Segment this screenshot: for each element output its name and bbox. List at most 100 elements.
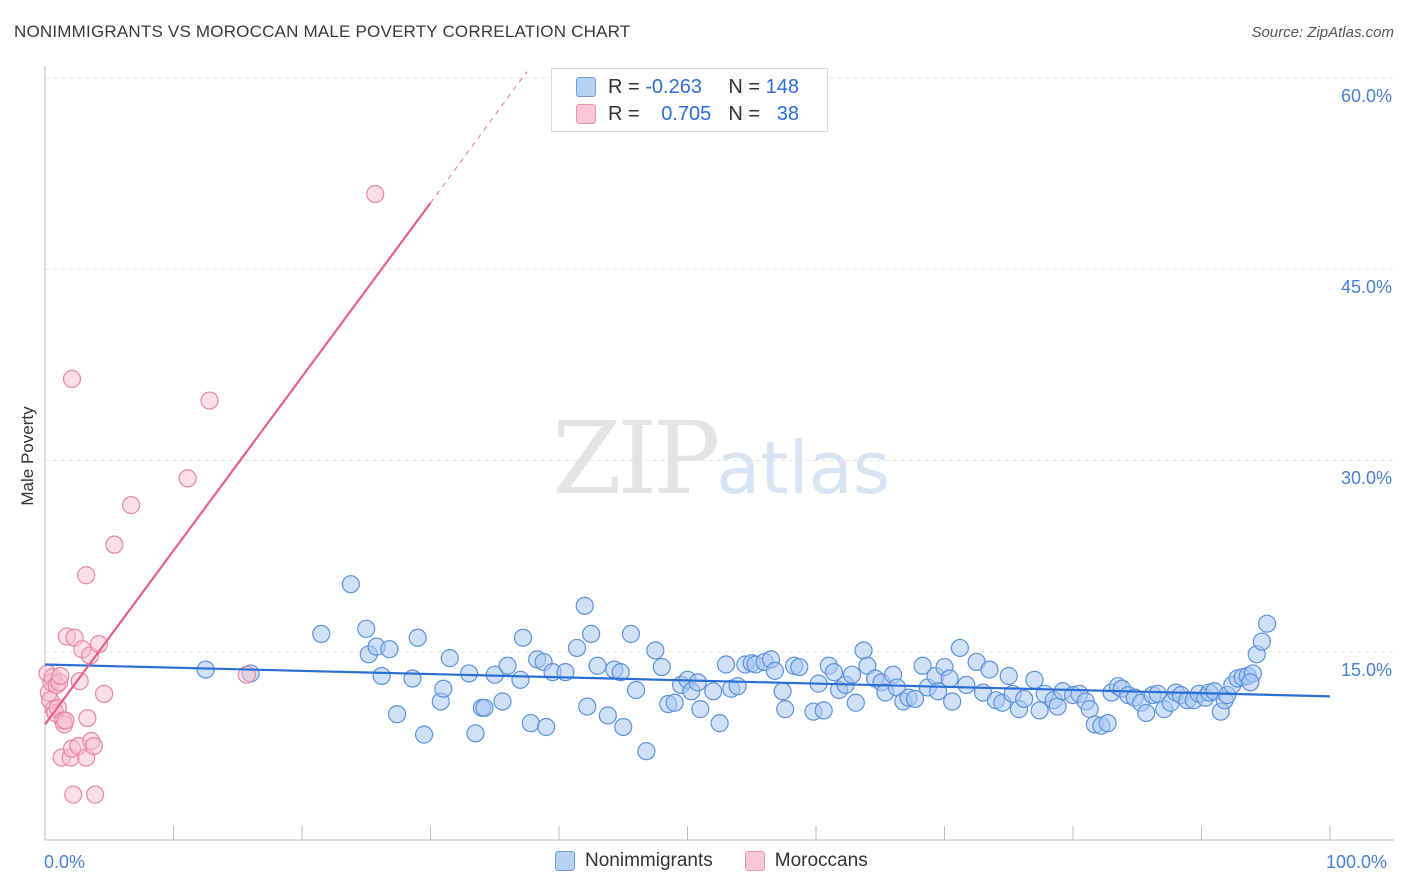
moroccans-point xyxy=(51,666,70,686)
legend-r-value: 0.705 xyxy=(661,102,712,125)
nonimmigrants-point xyxy=(773,682,792,701)
nonimmigrants-point xyxy=(567,638,587,658)
series-legend: Nonimmigrants Moroccans xyxy=(555,850,868,872)
nonimmigrants-point xyxy=(1030,701,1049,720)
moroccans-point xyxy=(84,736,103,756)
moroccans-point xyxy=(105,535,124,554)
nonimmigrants-point xyxy=(1098,714,1117,733)
legend-n-value: 38 xyxy=(776,102,799,125)
legend-row-nonimmigrants: R = -0.263 N = 148 xyxy=(576,75,799,99)
nonimmigrants-point xyxy=(950,638,970,658)
legend-swatch-moroccans xyxy=(744,851,765,871)
nonimmigrants-point xyxy=(716,655,736,674)
nonimmigrants-point xyxy=(824,663,844,682)
legend-swatch-pink xyxy=(576,104,596,124)
nonimmigrants-point xyxy=(578,697,597,716)
nonimmigrants-point xyxy=(434,679,453,698)
nonimmigrants-point xyxy=(588,656,607,675)
nonimmigrants-point xyxy=(999,666,1018,686)
nonimmigrants-point xyxy=(341,575,360,594)
nonimmigrants-point xyxy=(1025,670,1044,689)
legend-label-moroccans: Moroccans xyxy=(774,850,868,871)
moroccans-point xyxy=(56,711,75,730)
legend-n-label: N = xyxy=(728,102,761,125)
nonimmigrants-point xyxy=(1148,684,1167,703)
nonimmigrants-point xyxy=(905,689,925,709)
nonimmigrants-point xyxy=(846,693,865,712)
nonimmigrants-point xyxy=(459,664,479,683)
nonimmigrants-point xyxy=(582,624,601,644)
nonimmigrants-point xyxy=(776,700,795,719)
chart-title: NONIMMIGRANTS VS MOROCCAN MALE POVERTY C… xyxy=(14,22,631,41)
nonimmigrants-point xyxy=(814,701,833,720)
nonimmigrants-point xyxy=(440,649,459,668)
legend-row-moroccans: R = 0.705 N = 38 xyxy=(576,102,799,126)
legend-n-value: 148 xyxy=(765,75,799,98)
y-tick-60: 60.0% xyxy=(1340,86,1392,106)
nonimmigrants-point xyxy=(408,628,427,647)
moroccans-trendline xyxy=(44,202,432,726)
moroccans-point xyxy=(77,566,96,585)
nonimmigrants-point xyxy=(498,656,517,675)
nonimmigrants-point xyxy=(943,692,962,711)
moroccans-point xyxy=(366,184,385,204)
legend-n-label: N = xyxy=(728,75,761,98)
nonimmigrants-point xyxy=(626,680,646,700)
nonimmigrants-point xyxy=(637,742,656,761)
moroccans-point xyxy=(200,391,219,410)
nonimmigrants-point xyxy=(621,624,641,644)
nonimmigrants-point xyxy=(1252,632,1271,651)
nonimmigrants-trendline xyxy=(44,663,1331,698)
nonimmigrants-point xyxy=(913,656,932,675)
nonimmigrants-point xyxy=(1257,614,1277,633)
nonimmigrants-point xyxy=(513,628,533,647)
source-label: Source: ZipAtlas.com xyxy=(1251,24,1394,41)
moroccans-point xyxy=(95,684,114,703)
moroccans-point xyxy=(78,708,97,728)
nonimmigrants-point xyxy=(665,693,684,712)
nonimmigrants-point xyxy=(493,692,512,711)
nonimmigrants-point xyxy=(372,666,391,686)
nonimmigrants-point xyxy=(1048,697,1067,716)
nonimmigrants-point xyxy=(940,669,959,688)
moroccans-point xyxy=(121,496,141,515)
watermark-zip: ZIP xyxy=(552,400,720,517)
nonimmigrants-point xyxy=(466,724,485,743)
watermark-atlas: atlas xyxy=(716,426,891,510)
nonimmigrants-point xyxy=(710,714,729,733)
nonimmigrants-point xyxy=(357,619,376,638)
moroccans-point xyxy=(64,785,83,804)
y-axis-label: Male Poverty xyxy=(18,406,37,506)
nonimmigrants-point xyxy=(1241,673,1260,692)
y-tick-30: 30.0% xyxy=(1340,468,1392,488)
legend-r-label: R = xyxy=(608,102,640,125)
x-tick-100: 100.0% xyxy=(1326,852,1388,872)
nonimmigrants-point xyxy=(521,714,540,733)
legend-r-value: -0.263 xyxy=(645,75,702,98)
legend-swatch-blue xyxy=(576,77,596,97)
watermark: ZIPatlas xyxy=(552,400,890,517)
moroccans-point xyxy=(178,469,197,488)
y-tick-15: 15.0% xyxy=(1340,660,1392,680)
nonimmigrants-point xyxy=(414,725,434,744)
nonimmigrants-point xyxy=(790,657,809,677)
nonimmigrants-point xyxy=(575,596,594,615)
nonimmigrants-point xyxy=(646,641,665,660)
nonimmigrants-point xyxy=(854,641,873,660)
correlation-legend: R = -0.263 N = 148 R = 0.705 N = 38 xyxy=(551,68,828,132)
nonimmigrants-point xyxy=(511,670,530,689)
nonimmigrants-point xyxy=(1137,703,1156,723)
nonimmigrants-point xyxy=(387,705,407,724)
legend-label-nonimmigrants: Nonimmigrants xyxy=(585,850,713,871)
nonimmigrants-point xyxy=(704,682,723,701)
nonimmigrants-point xyxy=(728,677,747,696)
nonimmigrants-point xyxy=(691,700,710,719)
nonimmigrants-point xyxy=(1015,689,1034,709)
x-tick-0: 0.0% xyxy=(44,852,86,872)
nonimmigrants-point xyxy=(312,624,331,644)
nonimmigrants-point xyxy=(688,673,707,692)
nonimmigrants-point xyxy=(537,717,556,737)
nonimmigrants-point xyxy=(980,660,999,679)
nonimmigrants-point xyxy=(652,657,671,677)
